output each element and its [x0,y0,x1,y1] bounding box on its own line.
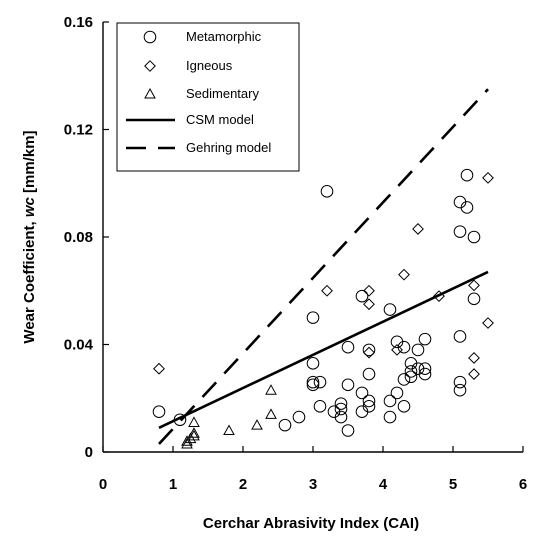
circle-data-point [306,311,320,324]
circle-data-point [306,378,320,392]
legend-diamond-marker [144,60,156,72]
circle-data-point [397,340,411,354]
circle-data-point [397,373,411,386]
circle-data-point [453,375,467,389]
circle-data-point [418,367,432,381]
legend-label-metamorphic: Metamorphic [186,29,262,44]
triangle-data-point [188,416,200,427]
legend-label-sedimentary: Sedimentary [186,86,259,101]
circle-data-point [152,405,166,418]
legend-triangle-marker [144,87,156,99]
diamond-data-point [398,268,410,281]
circle-data-point [334,402,348,416]
x-tick-label: 4 [379,476,388,493]
circle-data-point [453,383,467,397]
triangle-data-point [223,424,235,435]
y-tick-label: 0.12 [64,122,93,139]
x-tick-label: 6 [519,476,527,493]
circle-data-point [313,375,327,389]
circle-data-point [383,303,397,316]
diamond-data-point [468,368,480,380]
circle-data-point [467,292,481,306]
diamond-data-point [468,352,480,364]
circle-data-point [362,343,376,357]
triangle-data-point [184,432,197,444]
diamond-data-point [391,343,403,356]
circle-data-point [313,400,327,413]
circle-data-point [278,418,292,432]
circle-data-point [341,424,355,437]
circle-data-point [383,394,397,408]
triangle-data-point [251,419,263,430]
diamond-data-point [468,279,480,292]
circle-data-point [453,225,467,238]
circle-data-point [362,394,376,408]
x-tick-label: 0 [99,476,107,493]
plot-area: 0 1 2 3 4 5 6 0 0.04 0.08 0.12 0.16 Metamorphic Igneo… [64,14,527,493]
diamond-data-point [363,298,375,311]
circle-data-point [404,370,418,384]
y-axis-title-prefix: Wear Coefficient, [21,217,38,343]
x-axis-title: Cerchar Abrasivity Index (CAI) [203,515,419,532]
x-tick-label: 2 [239,476,247,493]
diamond-data-point [363,284,375,297]
y-axis-title-suffix: [mm/km] [21,130,38,197]
y-tick-label: 0 [85,444,93,461]
circle-data-point [362,400,376,413]
circle-data-point [341,340,355,354]
gehring-model-line [158,88,489,445]
triangle-data-point [181,435,193,446]
triangle-data-point [265,408,277,419]
circle-data-point [355,289,369,303]
circle-data-point [404,365,418,378]
triangle-data-point [188,429,200,441]
circle-data-point [355,386,369,400]
circle-data-point [390,386,404,400]
diamond-data-point [482,171,494,184]
legend-circle-marker [143,30,157,44]
circle-data-point [460,201,474,214]
diamond-data-point [482,317,494,329]
circle-data-point [460,168,474,182]
triangle-data-point [188,427,200,438]
circle-data-point [334,397,348,410]
triangle-data-point [265,384,277,395]
circle-data-point [418,362,432,375]
y-tick-label: 0.16 [64,14,93,31]
legend: Metamorphic Igneous Sedimentary CSM model Ge… [116,22,300,172]
diamond-data-point [153,362,165,375]
legend-label-gehring-model: Gehring model [186,140,271,155]
circle-data-point [453,330,467,343]
csm-model-line [158,270,489,429]
x-tick-label: 3 [309,476,317,493]
circle-data-point [397,400,411,413]
diamond-data-point [412,223,424,235]
circle-data-point [411,343,425,357]
legend-label-csm-model: CSM model [186,112,254,127]
diamond-data-point [363,346,375,359]
x-tick-label: 5 [449,476,457,493]
legend-label-igneous: Igneous [186,58,233,73]
y-tick-label: 0.08 [64,229,93,246]
legend-box [116,22,300,172]
circle-data-point [341,378,355,392]
x-tick-label: 1 [169,476,177,493]
circle-data-point [320,185,334,198]
circle-data-point [306,357,320,370]
circle-data-point [334,410,348,424]
circle-data-point [292,410,306,424]
circle-data-point [418,332,432,346]
triangle-data-point [181,437,193,449]
circle-data-point [306,375,320,389]
y-axis-title: Wear Coefficient, wc [mm/km] [21,130,38,343]
diamond-data-point [321,284,333,297]
y-tick-label: 0.04 [64,337,94,354]
y-axis-title-italic: wc [21,196,38,217]
circle-data-point [383,410,397,424]
circle-data-point [362,367,376,381]
circle-data-point [467,230,481,244]
y-axis-title-group: Wear Coefficient, wc [mm/km] [21,130,38,343]
